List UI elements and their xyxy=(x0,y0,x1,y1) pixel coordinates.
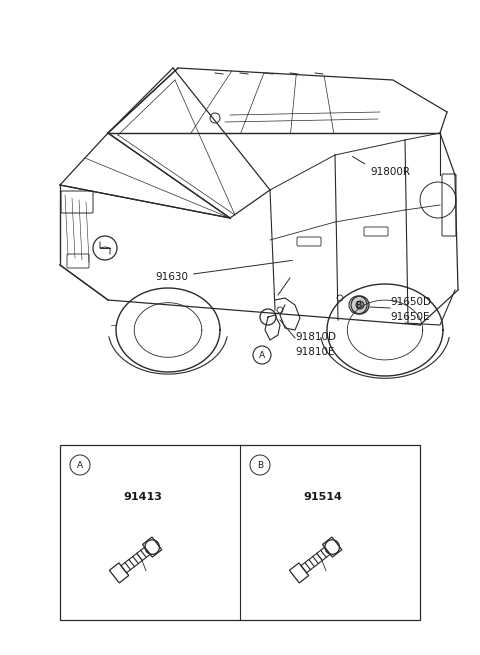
Text: 91413: 91413 xyxy=(123,492,162,502)
Text: 91810E: 91810E xyxy=(295,347,335,357)
Text: 91630: 91630 xyxy=(155,261,292,282)
Circle shape xyxy=(356,301,364,309)
Text: A: A xyxy=(259,350,265,360)
Bar xyxy=(60,445,420,620)
Circle shape xyxy=(351,296,369,314)
Text: 91650E: 91650E xyxy=(390,312,430,322)
Text: A: A xyxy=(77,460,83,470)
Text: 91650D: 91650D xyxy=(390,297,431,307)
Text: 91810D: 91810D xyxy=(295,332,336,342)
Text: 91800R: 91800R xyxy=(352,157,410,177)
Text: 91514: 91514 xyxy=(303,492,342,502)
Text: B: B xyxy=(355,301,361,310)
Text: B: B xyxy=(257,460,263,470)
